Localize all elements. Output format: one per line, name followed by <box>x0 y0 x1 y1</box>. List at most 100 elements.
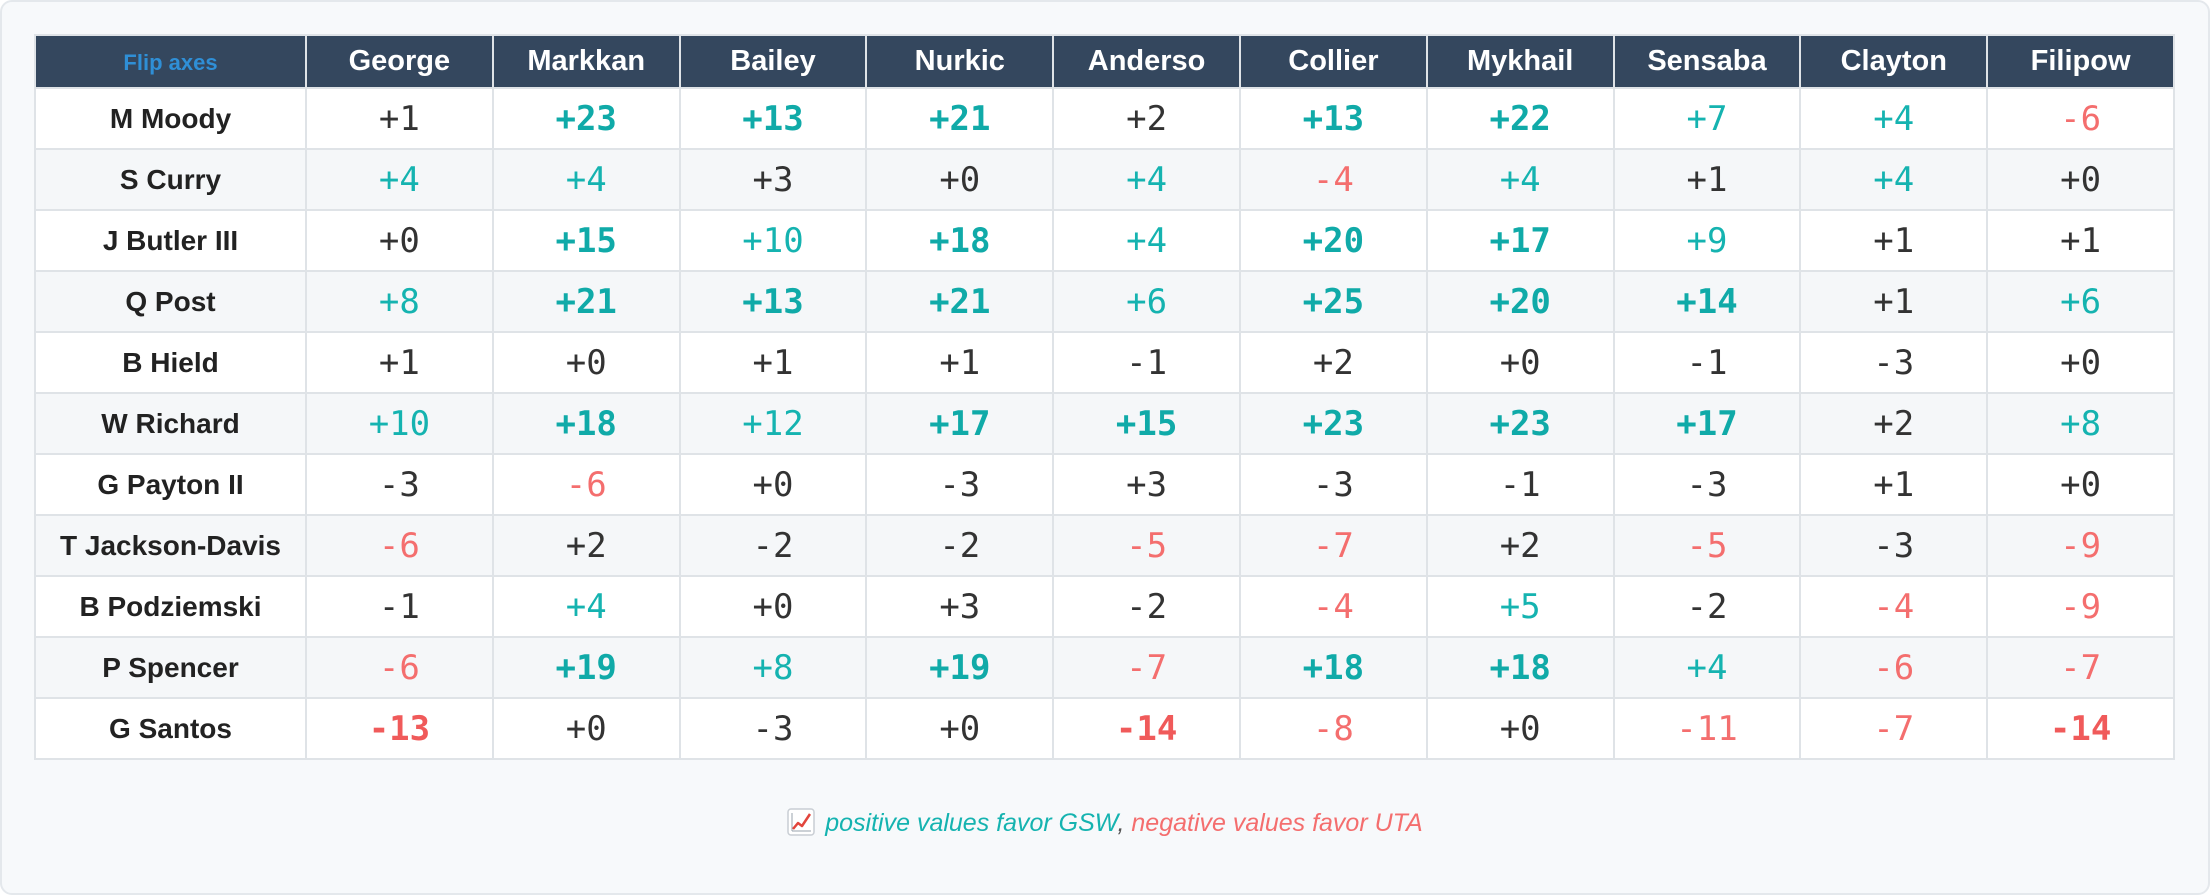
matchup-cell: -5 <box>1052 514 1241 577</box>
matchup-cell: -8 <box>1238 697 1428 760</box>
matchup-cell: +21 <box>865 87 1055 150</box>
matchup-cell: +4 <box>1799 87 1989 150</box>
matchup-cell: +10 <box>678 209 868 272</box>
row-header: J Butler III <box>34 209 307 272</box>
matchup-cell: +0 <box>865 697 1055 760</box>
row-header: G Payton II <box>34 453 307 516</box>
matchup-cell: +1 <box>1612 148 1802 211</box>
row-header: B Hield <box>34 331 307 394</box>
matchup-cell: +13 <box>1238 87 1428 150</box>
matchup-cell: -14 <box>1052 697 1241 760</box>
matchup-cell: +7 <box>1612 87 1802 150</box>
matchup-cell: +2 <box>1052 87 1241 150</box>
flip-axes-button[interactable]: Flip axes <box>123 50 218 75</box>
matchup-cell: +12 <box>678 392 868 455</box>
matchup-cell: -6 <box>305 636 494 699</box>
matchup-cell: -7 <box>1986 636 2175 699</box>
matchup-matrix: Flip axes George Markkan Bailey Nurkic Ander… <box>34 34 2175 760</box>
matchup-cell: +2 <box>1425 514 1615 577</box>
matchup-cell: +0 <box>865 148 1055 211</box>
matchup-cell: +4 <box>1052 148 1241 211</box>
matchup-cell: -3 <box>1799 514 1989 577</box>
matchup-cell: -6 <box>1799 636 1989 699</box>
column-header: Anderso <box>1052 34 1241 89</box>
matchup-cell: +2 <box>1799 392 1989 455</box>
table-row: P Spencer -6 +19 +8 +19 -7 +18 +18 +4 -6 -7 <box>34 636 2175 699</box>
table-row: M Moody +1 +23 +13 +21 +2 +13 +22 +7 +4 -6 <box>34 87 2175 150</box>
matchup-cell: -6 <box>1986 87 2175 150</box>
matchup-cell: +25 <box>1238 270 1428 333</box>
matchup-cell: -1 <box>1612 331 1802 394</box>
table-row: J Butler III +0 +15 +10 +18 +4 +20 +17 +9 +1 +1 <box>34 209 2175 272</box>
matchup-cell: +0 <box>678 453 868 516</box>
positive-note: positive values favor GSW <box>825 809 1118 837</box>
table-row: B Podziemski -1 +4 +0 +3 -2 -4 +5 -2 -4 -9 <box>34 575 2175 638</box>
matchup-cell: +6 <box>1986 270 2175 333</box>
row-header: S Curry <box>34 148 307 211</box>
matchup-cell: +1 <box>1799 209 1989 272</box>
row-header: M Moody <box>34 87 307 150</box>
matchup-cell: +1 <box>1799 270 1989 333</box>
matchup-cell: +1 <box>1799 453 1989 516</box>
matchup-cell: +4 <box>491 575 681 638</box>
matchup-cell: +20 <box>1238 209 1428 272</box>
matchup-cell: +0 <box>678 575 868 638</box>
matchup-cell: +4 <box>305 148 494 211</box>
matchup-cell: +4 <box>1612 636 1802 699</box>
matchup-cell: +21 <box>491 270 681 333</box>
matchup-cell: +1 <box>305 87 494 150</box>
matchup-cell: +8 <box>678 636 868 699</box>
matchup-cell: -13 <box>305 697 494 760</box>
matchup-cell: +8 <box>1986 392 2175 455</box>
matchup-cell: -7 <box>1052 636 1241 699</box>
corner-cell: Flip axes <box>34 34 307 89</box>
matchup-cell: +19 <box>491 636 681 699</box>
matrix-body: M Moody +1 +23 +13 +21 +2 +13 +22 +7 +4 -6 S Curry +… <box>34 87 2175 760</box>
matchup-cell: -14 <box>1986 697 2175 760</box>
matchup-cell: -6 <box>491 453 681 516</box>
row-header: Q Post <box>34 270 307 333</box>
legend-footnote: positive values favor GSW, negative valu… <box>2 808 2208 838</box>
matchup-cell: +15 <box>1052 392 1241 455</box>
matchup-cell: +3 <box>865 575 1055 638</box>
column-header: Nurkic <box>865 34 1055 89</box>
matchup-cell: +22 <box>1425 87 1615 150</box>
row-header: W Richard <box>34 392 307 455</box>
column-header: Bailey <box>678 34 868 89</box>
matchup-cell: +0 <box>491 697 681 760</box>
matchup-cell: +17 <box>1425 209 1615 272</box>
matchup-cell: +4 <box>1799 148 1989 211</box>
matchup-cell: +0 <box>1425 331 1615 394</box>
matchup-cell: +18 <box>491 392 681 455</box>
matchup-cell: +18 <box>865 209 1055 272</box>
matchup-cell: -7 <box>1238 514 1428 577</box>
matchup-cell: +3 <box>678 148 868 211</box>
matchup-cell: +3 <box>1052 453 1241 516</box>
matchup-cell: +17 <box>865 392 1055 455</box>
column-header: Sensaba <box>1612 34 1802 89</box>
matchup-cell: +23 <box>1238 392 1428 455</box>
table-row: B Hield +1 +0 +1 +1 -1 +2 +0 -1 -3 +0 <box>34 331 2175 394</box>
column-header: Collier <box>1238 34 1428 89</box>
matchup-cell: +0 <box>305 209 494 272</box>
matchup-cell: -3 <box>678 697 868 760</box>
matchup-cell: -2 <box>1612 575 1802 638</box>
table-row: T Jackson-Davis -6 +2 -2 -2 -5 -7 +2 -5 -3 -9 <box>34 514 2175 577</box>
negative-note: negative values favor UTA <box>1131 809 1423 837</box>
matchup-cell: -2 <box>1052 575 1241 638</box>
chart-increasing-icon <box>787 808 815 836</box>
matchup-cell: +23 <box>491 87 681 150</box>
column-header: Markkan <box>491 34 681 89</box>
matchup-cell: -2 <box>865 514 1055 577</box>
matchup-cell: +0 <box>1986 453 2175 516</box>
matchup-cell: -7 <box>1799 697 1989 760</box>
matchup-cell: +15 <box>491 209 681 272</box>
matchup-cell: +1 <box>865 331 1055 394</box>
matchup-cell: -3 <box>305 453 494 516</box>
matchup-cell: +4 <box>1425 148 1615 211</box>
column-header: Clayton <box>1799 34 1989 89</box>
matchup-cell: +18 <box>1238 636 1428 699</box>
matchup-cell: -2 <box>678 514 868 577</box>
matchup-cell: +13 <box>678 270 868 333</box>
matchup-cell: +2 <box>491 514 681 577</box>
